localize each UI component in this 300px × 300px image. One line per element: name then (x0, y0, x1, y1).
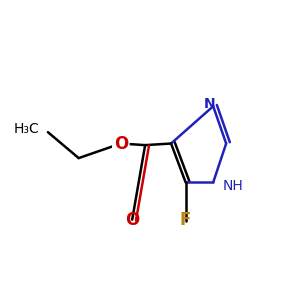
Text: NH: NH (223, 178, 244, 193)
Text: F: F (180, 212, 191, 230)
Text: H₃C: H₃C (14, 122, 40, 136)
Text: N: N (204, 97, 216, 110)
Text: O: O (114, 134, 128, 152)
Text: O: O (125, 212, 139, 230)
